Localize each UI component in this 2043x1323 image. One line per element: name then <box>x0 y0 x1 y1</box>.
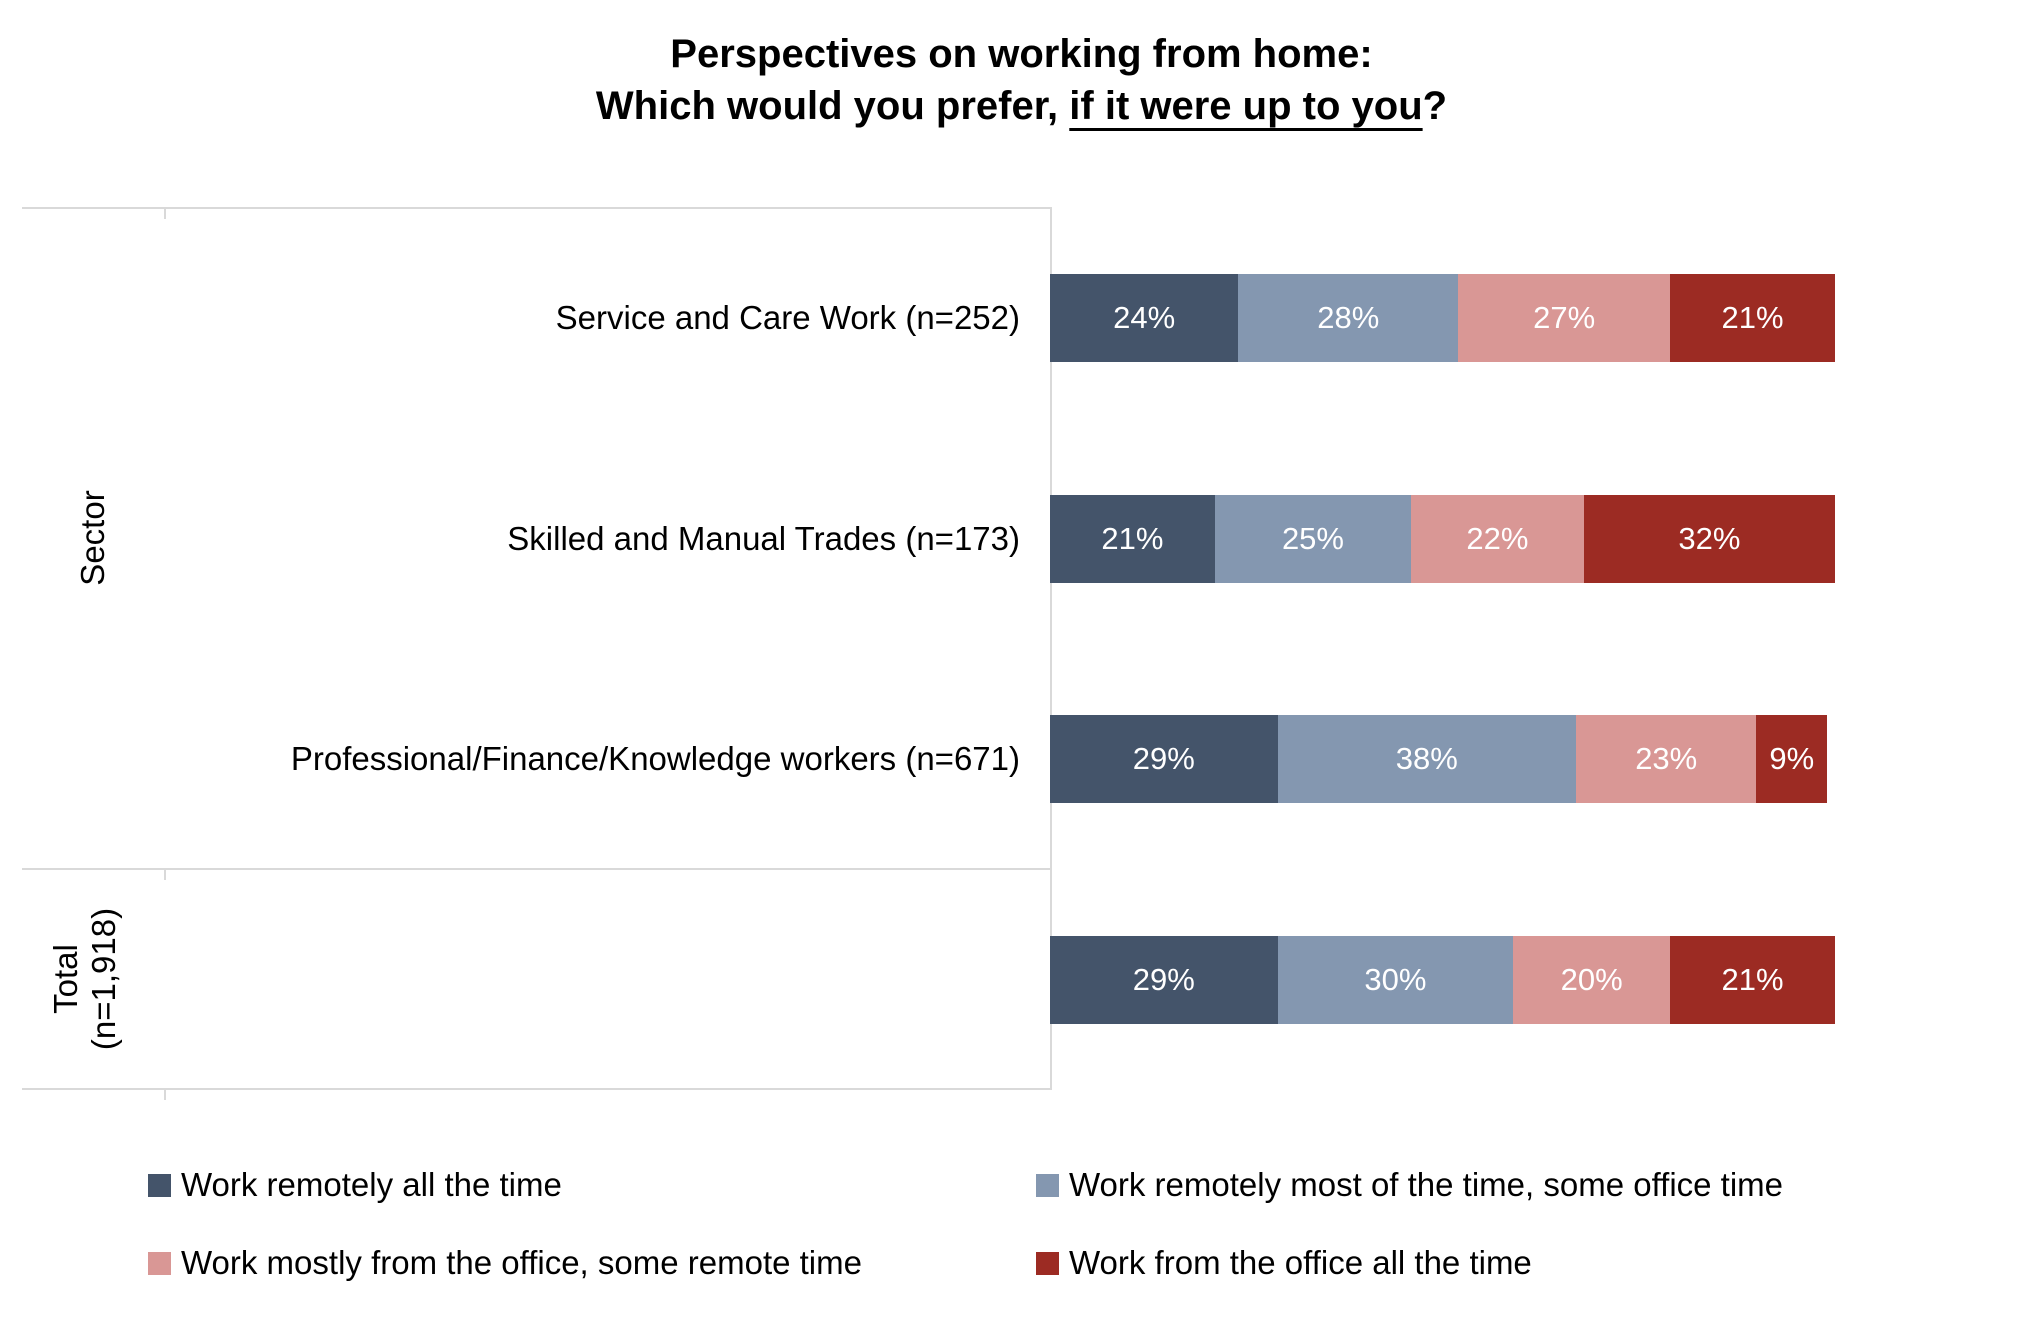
legend-swatch <box>1036 1251 1059 1275</box>
bar-value-label: 23% <box>1635 741 1698 777</box>
bar-value-label: 29% <box>1132 961 1195 997</box>
legend: Work remotely all the time Work remotely … <box>148 1166 1783 1282</box>
chart-row: Professional/Finance/Knowledge workers (… <box>0 649 2043 870</box>
chart-title-line1: Perspectives on working from home: <box>670 32 1373 76</box>
bar-value-label: 28% <box>1317 300 1380 336</box>
legend-item: Work mostly from the office, some remote… <box>148 1244 1036 1282</box>
legend-item: Work remotely most of the time, some off… <box>1036 1166 1783 1204</box>
bar-segment: 23% <box>1575 715 1757 804</box>
bar-segment: 38% <box>1277 715 1576 804</box>
bar-value-label: 20% <box>1560 961 1623 997</box>
bar-segment: 22% <box>1411 494 1584 583</box>
chart-title: Perspectives on working from home: Which… <box>0 28 2043 132</box>
bar-value-label: 21% <box>1721 300 1784 336</box>
chart-row: Skilled and Manual Trades (n=173) 21% 25% 2… <box>0 429 2043 650</box>
bar-value-label: 24% <box>1113 300 1176 336</box>
category-label: Service and Care Work (n=252) <box>555 299 1020 337</box>
category-label: Skilled and Manual Trades (n=173) <box>507 519 1020 557</box>
bar-value-label: 9% <box>1769 741 1815 777</box>
bar-segment: 27% <box>1458 274 1671 363</box>
stacked-bar: 29% 30% 20% 21% <box>1050 935 1835 1024</box>
bar-value-label: 25% <box>1281 520 1344 556</box>
bar-value-label: 29% <box>1132 741 1195 777</box>
axis-tick <box>164 1088 166 1100</box>
bar-segment: 32% <box>1583 494 1835 583</box>
axis-tick <box>164 868 166 880</box>
category-axis-line <box>1050 207 1052 1090</box>
bar-value-label: 30% <box>1364 961 1427 997</box>
bar-segment: 21% <box>1670 274 1835 363</box>
legend-swatch <box>1036 1173 1059 1197</box>
bar-segment: 29% <box>1050 935 1278 1024</box>
chart-row: Service and Care Work (n=252) 24% 28% 27% 21… <box>0 208 2043 429</box>
title-underlined-phrase: if it were up to you <box>1069 84 1423 128</box>
stacked-bar: 21% 25% 22% 32% <box>1050 494 1835 583</box>
bar-segment: 20% <box>1513 935 1671 1024</box>
bar-segment: 24% <box>1050 274 1239 363</box>
legend-swatch <box>148 1251 171 1275</box>
bar-segment: 30% <box>1277 935 1514 1024</box>
legend-label: Work remotely all the time <box>181 1166 562 1203</box>
chart-row: 29% 30% 20% 21% <box>0 870 2043 1091</box>
bar-value-label: 21% <box>1721 961 1784 997</box>
legend-swatch <box>148 1173 171 1197</box>
legend-label: Work remotely most of the time, some off… <box>1069 1166 1784 1203</box>
bar-value-label: 27% <box>1533 300 1596 336</box>
bar-value-label: 32% <box>1678 520 1741 556</box>
sector-total-divider-line <box>22 868 1052 870</box>
title-line2-suffix: ? <box>1422 84 1448 128</box>
bar-segment: 28% <box>1238 274 1459 363</box>
plot-top-border-line <box>22 207 1052 209</box>
legend-label: Work from the office all the time <box>1069 1244 1532 1281</box>
legend-item: Work remotely all the time <box>148 1166 1036 1204</box>
category-label: Professional/Finance/Knowledge workers (… <box>290 740 1020 778</box>
bar-segment: 21% <box>1670 935 1835 1024</box>
legend-item: Work from the office all the time <box>1036 1244 1783 1282</box>
bar-segment: 9% <box>1756 715 1828 804</box>
bar-value-label: 22% <box>1466 520 1529 556</box>
title-line2-prefix: Which would you prefer, <box>595 84 1070 128</box>
stacked-bar: 24% 28% 27% 21% <box>1050 274 1835 363</box>
bar-value-label: 38% <box>1395 741 1458 777</box>
legend-label: Work mostly from the office, some remote… <box>181 1244 862 1281</box>
bar-segment: 29% <box>1050 715 1278 804</box>
bar-value-label: 21% <box>1101 520 1164 556</box>
bar-segment: 21% <box>1050 494 1215 583</box>
stacked-bar: 29% 38% 23% 9% <box>1050 715 1835 804</box>
plot-area: Service and Care Work (n=252) 24% 28% 27% 21… <box>0 208 2043 1090</box>
chart-title-line2: Which would you prefer, if it were up to… <box>0 80 2043 132</box>
plot-bottom-border-line <box>22 1088 1052 1090</box>
bar-segment: 25% <box>1214 494 1412 583</box>
axis-tick <box>164 207 166 219</box>
